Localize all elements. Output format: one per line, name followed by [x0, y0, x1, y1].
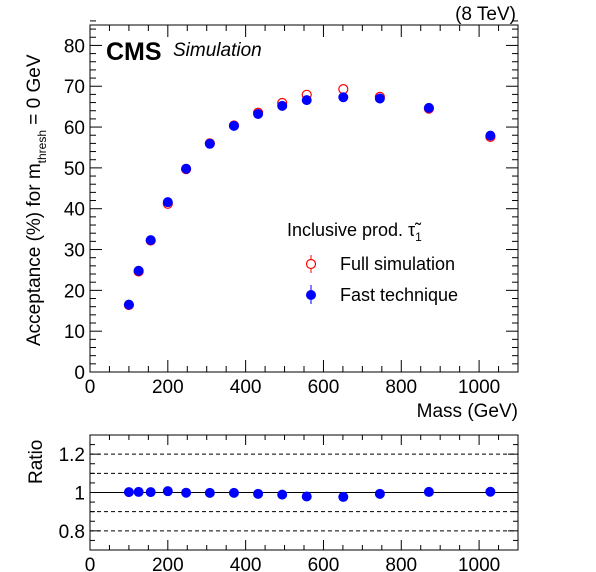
energy-label: (8 TeV) [455, 4, 516, 25]
main-point-fast [338, 92, 349, 103]
ratio-axis-ticks: 0 200 400 600 800 1000 0.8 1 1.2 [59, 434, 519, 572]
main-point-fast [162, 197, 173, 208]
ratio-point-fast [181, 487, 192, 498]
ratio-y-tick-label: 1.2 [59, 445, 85, 466]
legend-title: Inclusive prod. τ̃1 [287, 220, 422, 244]
ratio-point-fast [485, 486, 496, 497]
legend-marker-fast [306, 285, 316, 304]
main-point-fast [145, 235, 156, 246]
ratio-y-axis-label: Ratio [26, 440, 47, 484]
ratio-point-fast [338, 491, 349, 502]
ratio-point-fast [253, 488, 264, 499]
main-point-fast [277, 100, 288, 111]
main-x-tick-label: 600 [308, 377, 340, 398]
main-x-tick-label: 200 [152, 377, 184, 398]
main-y-tick-label: 60 [64, 118, 85, 139]
main-point-full [338, 83, 349, 95]
main-point-fast [485, 130, 496, 141]
ratio-point-fast [301, 491, 312, 502]
legend-entry-full: Full simulation [340, 254, 455, 274]
ratio-point-fast [374, 488, 385, 499]
ratio-point-fast [277, 489, 288, 500]
legend-entry-fast: Fast technique [340, 285, 458, 305]
main-x-tick-label: 400 [230, 377, 262, 398]
legend-title-main: Inclusive prod. τ̃ [287, 220, 422, 240]
ratio-y-tick-label: 0.8 [59, 522, 85, 543]
main-y-axis-label: Acceptance (%) for mthresh = 0 GeV [24, 54, 49, 346]
main-point-fast [181, 163, 192, 174]
ratio-point-fast [204, 487, 215, 498]
main-point-fast [133, 265, 144, 276]
main-y-tick-label: 30 [64, 241, 85, 262]
main-y-tick-label: 70 [64, 77, 85, 98]
ratio-point-fast [123, 487, 134, 498]
ratio-point-fast [423, 486, 434, 497]
main-axis-ticks: 0 200 400 600 800 1000 0 10 20 30 40 50 60 70 80 [64, 20, 519, 398]
ratio-point-fast [228, 487, 239, 498]
ratio-point-fast [145, 487, 156, 498]
main-x-tick-label: 800 [385, 377, 417, 398]
legend-title-subscript: 1 [415, 230, 422, 244]
ylabel-main: Acceptance (%) for m [24, 163, 45, 346]
ratio-y-tick-label: 1 [74, 484, 85, 505]
ratio-point-fast [162, 486, 173, 497]
cms-label: CMS [106, 38, 162, 66]
ratio-x-tick-label: 800 [385, 555, 417, 572]
main-x-axis-label: Mass (GeV) [417, 401, 518, 422]
main-y-tick-label: 10 [64, 322, 85, 343]
main-data-points [123, 83, 496, 311]
ratio-x-tick-label: 600 [308, 555, 340, 572]
main-point-fast [228, 120, 239, 131]
main-y-tick-label: 20 [64, 281, 85, 302]
main-y-tick-label: 50 [64, 159, 85, 180]
main-y-tick-label: 80 [64, 36, 85, 57]
ratio-point-fast [133, 486, 144, 497]
legend: Inclusive prod. τ̃1 Full simulation Fast… [287, 220, 458, 305]
main-y-tick-label: 40 [64, 200, 85, 221]
main-point-fast [301, 95, 312, 106]
ratio-panel: 0 200 400 600 800 1000 0.8 1 1.2 Ratio [26, 434, 519, 572]
main-y-tick-label: 0 [74, 363, 85, 384]
ratio-x-tick-label: 1000 [458, 555, 500, 572]
main-x-tick-label: 0 [85, 377, 96, 398]
main-x-tick-label: 1000 [458, 377, 500, 398]
main-point-fast [253, 108, 264, 119]
ratio-x-tick-label: 0 [85, 555, 96, 572]
simulation-label: Simulation [173, 40, 262, 61]
ylabel-subscript: thresh [35, 130, 49, 163]
ratio-data-points [123, 486, 496, 502]
main-point-fast [423, 102, 434, 113]
ylabel-tail: = 0 GeV [24, 54, 45, 130]
ratio-x-tick-label: 200 [152, 555, 184, 572]
ratio-x-tick-label: 400 [230, 555, 262, 572]
main-point-fast [123, 299, 134, 310]
main-point-fast [374, 93, 385, 104]
legend-marker-full [305, 255, 317, 273]
main-panel: 0 200 400 600 800 1000 0 10 20 30 40 50 60 70 80 (8 Te… [24, 4, 519, 422]
main-plot-frame [89, 24, 519, 373]
main-point-fast [204, 138, 215, 149]
